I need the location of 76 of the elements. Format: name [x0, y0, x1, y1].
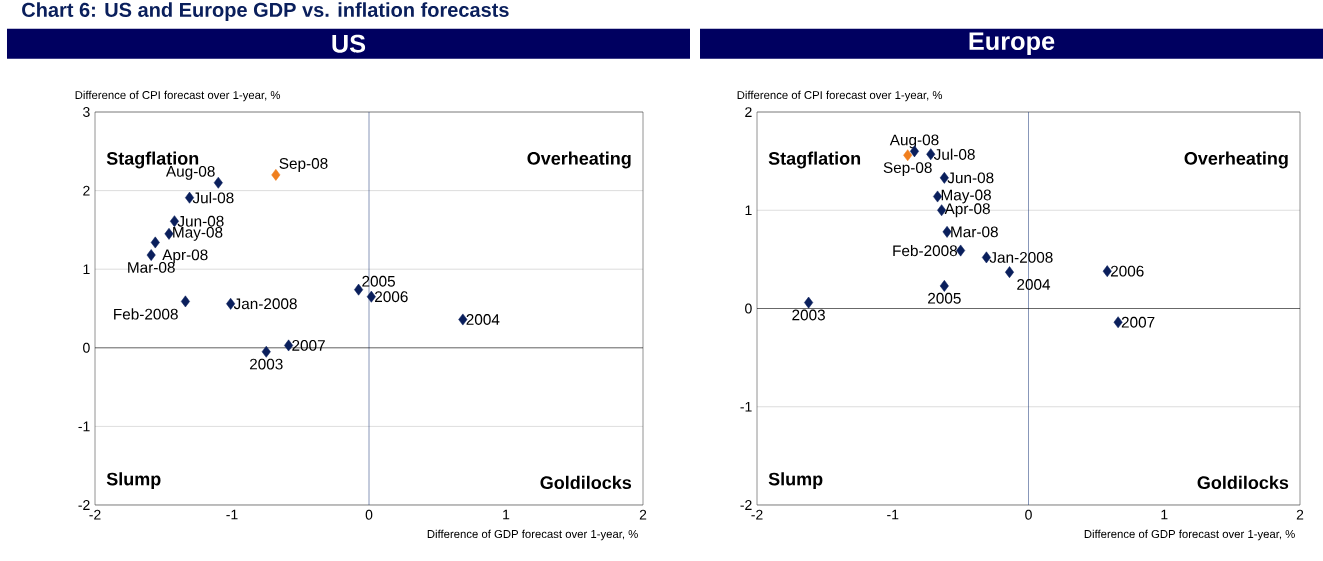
annotation: Apr-08 [944, 203, 990, 218]
y-tick-label: 1 [745, 205, 752, 216]
annotation: 2004 [466, 314, 500, 325]
point [942, 226, 952, 238]
annotation: Overheating [1184, 151, 1288, 169]
y-tick-label: 0 [83, 342, 90, 353]
y-tick-label: 0 [745, 303, 752, 314]
x-tick-label: 1 [1161, 509, 1168, 520]
point [1102, 265, 1112, 278]
annotation: May-08 [941, 189, 991, 204]
annotation: Sep-08 [279, 158, 328, 172]
annotation: Jul-08 [192, 192, 234, 204]
x-tick-label: 1 [503, 509, 510, 520]
annotation: Jun-08 [947, 172, 994, 184]
annotation: Goldilocks [540, 475, 632, 490]
point [804, 296, 814, 309]
annotation: 2006 [375, 291, 408, 303]
chart-title: Europe [969, 32, 1055, 56]
y-tick-label: 1 [83, 264, 90, 275]
annotation: Feb-2008 [893, 244, 958, 257]
point [939, 280, 949, 292]
annotation: 2007 [1121, 316, 1155, 328]
point [1113, 316, 1123, 329]
annotation: 2003 [792, 309, 825, 321]
y-axis-title: Difference of CPI forecast over 1-year, % [737, 90, 943, 102]
point [213, 176, 223, 189]
annotation: 2007 [292, 340, 325, 351]
x-tick-label: 0 [365, 509, 373, 520]
point [146, 249, 156, 261]
x-tick-label: 2 [1296, 509, 1304, 520]
x-tick-label: 0 [1025, 509, 1032, 520]
point [271, 169, 281, 181]
annotation: 2004 [1017, 279, 1051, 290]
annotation: 2005 [928, 292, 961, 304]
y-tick-label: -2 [740, 500, 752, 510]
y-tick-label: 3 [83, 107, 90, 117]
point [956, 244, 966, 257]
caption: Chart 6: US and Europe GDP vs. inflation forecasts [22, 2, 509, 21]
annotation: 2005 [362, 275, 395, 287]
x-axis-title: Difference of GDP forecast over 1-year, % [427, 529, 638, 541]
point [180, 295, 190, 308]
annotation: Jul-08 [933, 148, 975, 160]
annotation: Mar-08 [128, 261, 175, 273]
x-axis-title: Difference of GDP forecast over 1-year, % [1084, 529, 1295, 541]
point [164, 227, 174, 240]
annotation: 2003 [249, 358, 283, 370]
annotation: Overheating [527, 151, 631, 169]
annotation: Slump [106, 472, 161, 490]
y-tick-label: -1 [740, 401, 752, 412]
annotation: May-08 [173, 226, 223, 241]
annotation: Goldilocks [1197, 475, 1289, 490]
point [366, 290, 376, 303]
annotation: Stagflation [768, 151, 861, 169]
annotation: Sep-08 [883, 162, 932, 177]
y-tick-label: -2 [78, 500, 90, 510]
point [903, 149, 913, 162]
x-tick-label: 2 [639, 509, 647, 520]
annotation: Apr-08 [162, 249, 208, 264]
annotation: 2006 [1110, 265, 1144, 277]
y-axis-title: Difference of CPI forecast over 1-year, % [75, 90, 281, 102]
annotation: Jan-2008 [989, 251, 1053, 263]
chart-title: US [332, 34, 366, 53]
annotation: Aug-08 [889, 134, 939, 149]
annotation: Feb-2008 [114, 308, 178, 320]
x-tick-label: -1 [226, 509, 238, 520]
annotation: Jan-2008 [233, 298, 297, 310]
point [261, 345, 271, 358]
annotation: Slump [768, 472, 823, 490]
point [150, 236, 160, 249]
annotation: Jun-08 [177, 215, 224, 227]
x-tick-label: -1 [887, 509, 899, 520]
point [354, 283, 364, 296]
y-tick-label: -1 [78, 421, 90, 432]
y-tick-label: 2 [745, 107, 752, 117]
annotation: Mar-08 [951, 226, 998, 238]
y-tick-label: 2 [83, 185, 90, 196]
